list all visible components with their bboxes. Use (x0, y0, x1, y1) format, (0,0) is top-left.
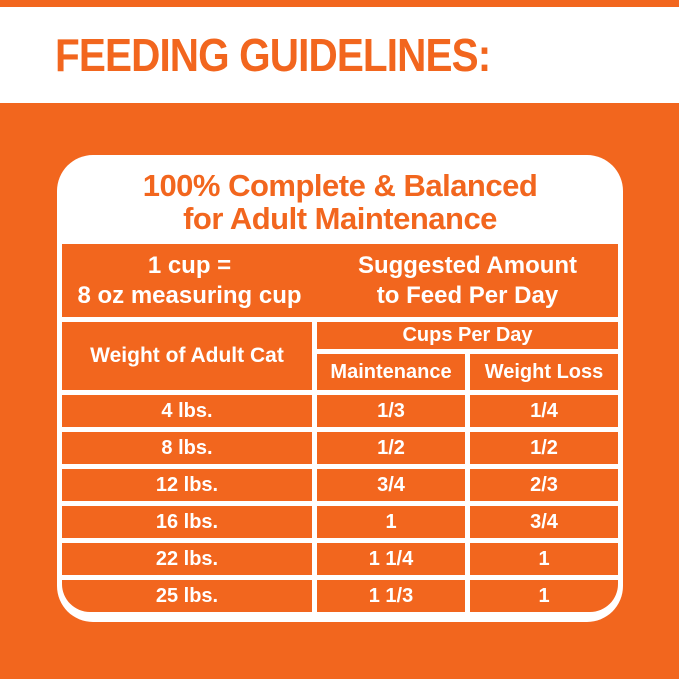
cup-measure-line2: 8 oz measuring cup (77, 281, 302, 309)
maintenance-cell: 1 1/3 (317, 580, 465, 612)
suggested-amount-note: Suggested Amount to Feed Per Day (317, 244, 618, 317)
table-header: Weight of Adult Cat Cups Per Day Mainten… (62, 322, 618, 390)
weight-loss-column-header: Weight Loss (470, 354, 618, 390)
weight-loss-cell: 2/3 (470, 469, 618, 501)
weight-column-header: Weight of Adult Cat (62, 322, 312, 390)
maintenance-column-header: Maintenance (317, 354, 465, 390)
weight-cell: 4 lbs. (62, 395, 312, 427)
table-row: 12 lbs. 3/4 2/3 (62, 469, 618, 501)
weight-loss-cell: 1 (470, 543, 618, 575)
cup-measure-note: 1 cup = 8 oz measuring cup (62, 244, 317, 317)
table-row: 25 lbs. 1 1/3 1 (62, 580, 618, 612)
maintenance-cell: 1/3 (317, 395, 465, 427)
maintenance-cell: 1 1/4 (317, 543, 465, 575)
cups-per-day-header: Cups Per Day (317, 322, 618, 349)
page-title: FEEDING GUIDELINES: (55, 29, 491, 81)
weight-loss-cell: 1 (470, 580, 618, 612)
header-band: FEEDING GUIDELINES: (0, 7, 679, 103)
maintenance-cell: 1/2 (317, 432, 465, 464)
cups-subheaders: Maintenance Weight Loss (317, 354, 618, 390)
weight-loss-cell: 3/4 (470, 506, 618, 538)
table-row: 4 lbs. 1/3 1/4 (62, 395, 618, 427)
weight-cell: 8 lbs. (62, 432, 312, 464)
info-row: 1 cup = 8 oz measuring cup Suggested Amo… (62, 244, 618, 317)
feeding-table-card: 100% Complete & Balanced for Adult Maint… (57, 155, 623, 622)
table-row: 16 lbs. 1 3/4 (62, 506, 618, 538)
table-row: 22 lbs. 1 1/4 1 (62, 543, 618, 575)
card-title-line1: 100% Complete & Balanced (142, 168, 538, 203)
weight-cell: 22 lbs. (62, 543, 312, 575)
weight-cell: 12 lbs. (62, 469, 312, 501)
weight-loss-cell: 1/4 (470, 395, 618, 427)
card-title-line2: for Adult Maintenance (183, 201, 497, 236)
table-row: 8 lbs. 1/2 1/2 (62, 432, 618, 464)
card-title: 100% Complete & Balanced for Adult Maint… (62, 160, 618, 244)
weight-cell: 25 lbs. (62, 580, 312, 612)
cups-header-group: Cups Per Day Maintenance Weight Loss (317, 322, 618, 390)
weight-loss-cell: 1/2 (470, 432, 618, 464)
suggested-amount-line2: to Feed Per Day (376, 281, 559, 309)
maintenance-cell: 1 (317, 506, 465, 538)
cup-measure-line1: 1 cup = (147, 251, 232, 279)
feeding-table: 1 cup = 8 oz measuring cup Suggested Amo… (62, 244, 618, 612)
weight-cell: 16 lbs. (62, 506, 312, 538)
maintenance-cell: 3/4 (317, 469, 465, 501)
suggested-amount-line1: Suggested Amount (357, 251, 578, 279)
